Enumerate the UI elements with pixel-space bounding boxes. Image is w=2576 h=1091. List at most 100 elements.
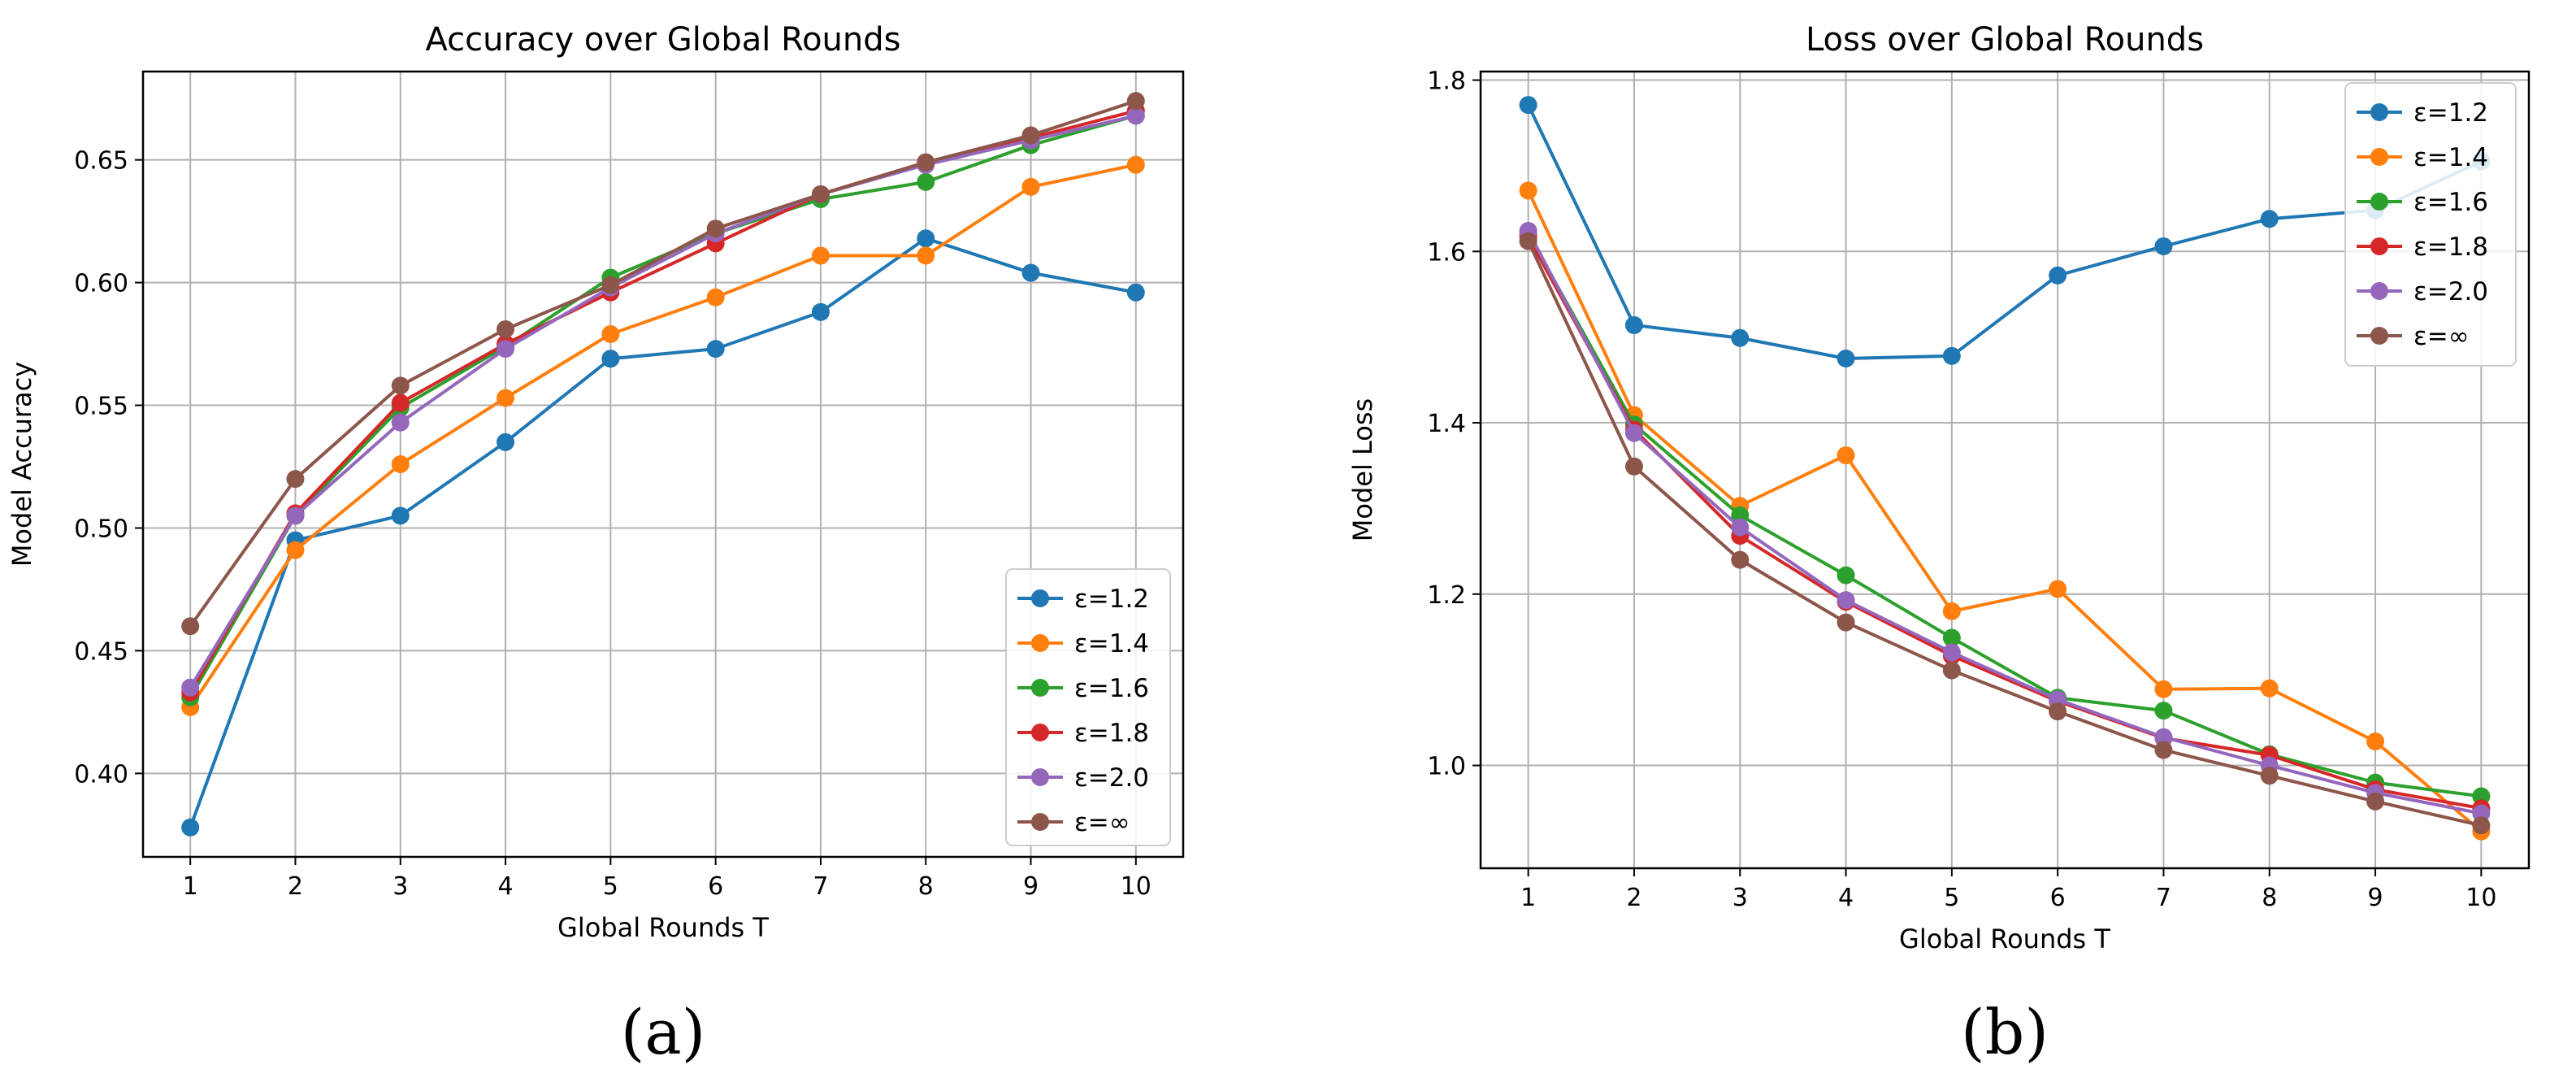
data-point <box>1519 96 1537 115</box>
series-line <box>189 114 1137 698</box>
data-point <box>286 506 305 525</box>
chart-accuracy: 1 2 3 4 5 6 7 8 9 10 0.40 0.45 0.50 0.55 0.60 0.65 Accur… <box>7 21 1185 1068</box>
data-point <box>1624 315 1643 334</box>
data-point <box>286 541 305 559</box>
series-line <box>189 114 1137 689</box>
data-point <box>2154 741 2173 759</box>
data-point <box>811 185 830 203</box>
data-point <box>1731 550 1750 569</box>
legend-marker <box>1031 634 1049 652</box>
x-tick-label: 8 <box>918 872 934 901</box>
data-point <box>497 432 515 451</box>
legend-label: ε=2.0 <box>1074 763 1149 793</box>
panel-label: (a) <box>621 996 706 1068</box>
legend-marker <box>2370 282 2388 300</box>
legend-marker <box>2370 327 2388 345</box>
data-point <box>391 376 410 395</box>
legend-marker <box>1031 679 1049 697</box>
y-axis-label: Model Loss <box>1347 398 1378 541</box>
series-line <box>1526 233 2482 798</box>
data-point <box>1837 591 1855 610</box>
y-tick-label: 0.45 <box>74 637 128 666</box>
data-point <box>917 153 935 172</box>
data-point <box>1519 181 1537 200</box>
data-point <box>2366 792 2385 811</box>
data-point <box>2049 266 2067 285</box>
data-point <box>286 470 305 489</box>
chart-title: Loss over Global Rounds <box>1806 21 2204 59</box>
y-tick-label: 0.55 <box>74 393 128 421</box>
data-point <box>1837 613 1855 632</box>
x-tick-label: 5 <box>603 872 618 901</box>
series-line <box>189 163 1137 708</box>
x-tick-label: 8 <box>2262 884 2277 912</box>
x-tick-label: 6 <box>2050 884 2066 912</box>
data-point <box>811 302 830 321</box>
legend-marker <box>2370 148 2388 166</box>
x-tick-label: 6 <box>708 872 723 901</box>
y-tick-label: 1.4 <box>1427 410 1466 438</box>
panel-label: (b) <box>1961 996 2049 1068</box>
data-point <box>497 340 515 359</box>
data-point <box>1942 628 1961 647</box>
data-point <box>1942 602 1961 620</box>
data-point <box>2260 210 2279 228</box>
x-tick-label: 10 <box>1121 872 1151 901</box>
data-point <box>2366 732 2385 751</box>
data-point <box>181 617 200 636</box>
series-line <box>189 237 1137 828</box>
x-tick-label: 1 <box>1520 884 1536 912</box>
x-tick-label: 9 <box>2368 884 2383 912</box>
data-point <box>2154 702 2173 720</box>
x-tick-label: 2 <box>1626 884 1641 912</box>
legend-marker <box>2370 193 2388 211</box>
series-line <box>1526 240 2482 828</box>
data-point <box>2049 702 2067 721</box>
data-point <box>1942 346 1961 365</box>
data-point <box>1837 566 1855 585</box>
data-point <box>2260 679 2279 698</box>
data-point <box>497 389 515 407</box>
data-point <box>706 340 725 359</box>
data-point <box>1731 328 1750 347</box>
series-line <box>189 109 1137 693</box>
chart-loss: 1 2 3 4 5 6 7 8 9 10 1.0 1.2 1.4 1.6 1.8 Loss over Glob… <box>1347 21 2530 1068</box>
data-point <box>2472 816 2491 835</box>
legend-label: ε=2.0 <box>2413 277 2488 306</box>
data-point <box>181 678 200 697</box>
legend-label: ε=1.8 <box>1074 719 1149 748</box>
data-point <box>917 229 935 248</box>
data-point <box>1624 424 1643 442</box>
legend-label: ε=1.4 <box>1074 629 1149 659</box>
data-point <box>2260 767 2279 785</box>
x-axis-label: Global Rounds T <box>1899 924 2110 954</box>
data-point <box>917 246 935 265</box>
data-point <box>497 319 515 338</box>
data-point <box>1942 661 1961 680</box>
x-tick-label: 4 <box>498 872 514 901</box>
data-point <box>391 393 410 412</box>
chart-title: Accuracy over Global Rounds <box>426 21 901 59</box>
data-point <box>391 455 410 473</box>
y-tick-label: 0.60 <box>74 270 128 298</box>
x-tick-label: 7 <box>813 872 828 901</box>
data-point <box>391 413 410 432</box>
series-line <box>1526 230 2482 815</box>
legend-marker <box>1031 813 1049 831</box>
data-point <box>1021 263 1040 282</box>
x-tick-label: 3 <box>1733 884 1748 912</box>
x-tick-label: 10 <box>2465 884 2496 912</box>
x-tick-label: 1 <box>183 872 198 901</box>
x-tick-label: 2 <box>288 872 303 901</box>
legend-label: ε=1.6 <box>1074 674 1149 703</box>
data-point <box>1021 126 1040 145</box>
data-point <box>1837 350 1855 368</box>
y-tick-label: 1.2 <box>1427 581 1466 610</box>
data-point <box>811 246 830 265</box>
legend-marker <box>1031 589 1049 607</box>
data-point <box>1126 283 1145 302</box>
series-line <box>1526 104 2483 361</box>
data-point <box>601 276 620 294</box>
data-point <box>181 818 200 837</box>
data-point <box>1126 106 1145 125</box>
